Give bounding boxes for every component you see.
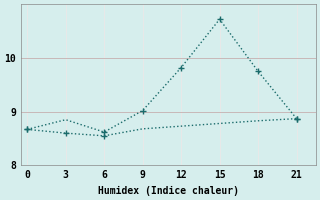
X-axis label: Humidex (Indice chaleur): Humidex (Indice chaleur) — [98, 186, 239, 196]
